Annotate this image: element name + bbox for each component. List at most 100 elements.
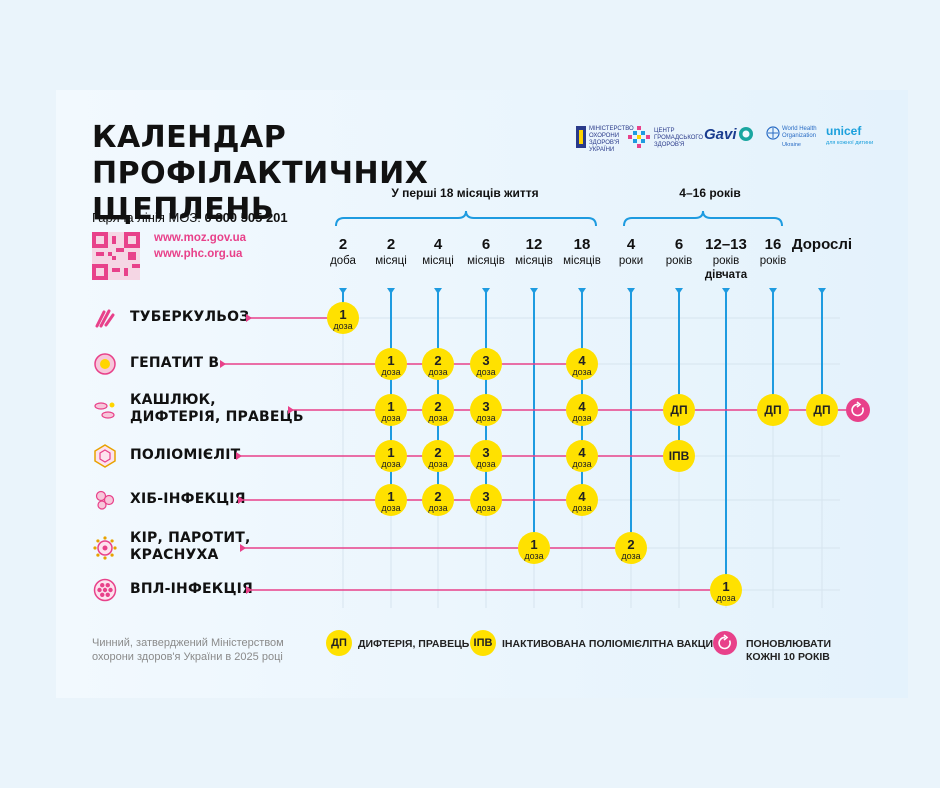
age-stem-arrow — [675, 288, 683, 294]
repeat-icon — [846, 398, 870, 422]
qr-code-icon — [92, 232, 140, 280]
age-unit: місяців — [515, 255, 553, 267]
booster-label: ДП — [670, 403, 687, 417]
dose-circle — [566, 348, 598, 380]
age-unit: місяці — [375, 255, 407, 267]
dose-number: 4 — [578, 489, 586, 504]
age-unit: років — [712, 255, 740, 267]
dose-number: 1 — [339, 307, 346, 322]
age-unit: місяців — [563, 255, 601, 267]
dose-number: 3 — [482, 445, 489, 460]
disease-label-line: КІР, ПАРОТИТ, — [130, 530, 251, 546]
brace-infancy — [335, 210, 597, 227]
age-header: 16 років — [743, 236, 803, 268]
moz-link[interactable]: www.moz.gov.ua — [154, 232, 247, 244]
age-number: 16 — [764, 236, 782, 253]
disease-label-line: ПОЛІОМІЄЛІТ — [130, 446, 241, 463]
booster-badge: ІПВ — [663, 440, 695, 472]
dose-circle — [375, 440, 407, 472]
disease-label-line: КРАСНУХА — [130, 547, 219, 563]
booster-label: ІПВ — [669, 449, 690, 463]
phc-link[interactable]: www.phc.org.ua — [154, 248, 243, 260]
dose-circle — [327, 302, 359, 334]
page-title: КАЛЕНДАР ПРОФІЛАКТИЧНИХ ЩЕПЛЕНЬ — [92, 120, 572, 228]
booster-label: ДП — [813, 403, 830, 417]
booster-badge: ДП — [663, 394, 695, 426]
age-header: 12 місяців — [504, 236, 564, 268]
age-number: 2 — [338, 236, 348, 253]
age-number: 6 — [481, 236, 491, 253]
dose-word: доза — [428, 459, 447, 469]
dose-circle — [375, 484, 407, 516]
hib-icon — [95, 490, 115, 510]
disease-label: ТУБЕРКУЛЬОЗ — [130, 309, 249, 326]
dose-number: 2 — [434, 489, 441, 504]
dose-word: доза — [572, 503, 591, 513]
timeline-start-arrow — [240, 544, 246, 552]
brace-children — [623, 210, 783, 227]
legend-repeat-text: ПОНОВЛЮВАТИ КОЖНІ 10 РОКІВ — [746, 638, 832, 663]
approval-note: Чинний, затверджений Міністерством охоро… — [92, 637, 284, 663]
age-header: 18 місяців — [552, 236, 612, 268]
dose-word: доза — [572, 413, 591, 423]
age-header: 12–13 років дівчата — [696, 236, 756, 282]
timeline-start-arrow — [236, 452, 242, 460]
age-stem-arrow — [387, 288, 395, 294]
dose-number: 1 — [387, 399, 394, 414]
dose-word: доза — [621, 551, 640, 561]
dose-word: доза — [524, 551, 543, 561]
dose-word: доза — [381, 503, 400, 513]
disease-label-line: ТУБЕРКУЛЬОЗ — [130, 308, 250, 325]
gavi-logo-text: Gavi — [704, 126, 737, 143]
age-number: 4 — [433, 236, 443, 253]
who-logo-text: World Health Organization — [782, 126, 817, 139]
dose-circle — [470, 394, 502, 426]
age-number: 2 — [386, 236, 396, 253]
dose-circle — [470, 348, 502, 380]
dose-word: доза — [476, 367, 495, 377]
timeline-start-arrow — [246, 314, 252, 322]
age-header: 4 роки — [601, 236, 661, 268]
calendar-card — [56, 90, 908, 698]
dose-circle — [422, 484, 454, 516]
age-unit: роки — [618, 255, 644, 267]
disease-label-line: ДИФТЕРІЯ, ПРАВЕЦЬ — [130, 409, 304, 425]
disease-label: ВПЛ-ІНФЕКЦІЯ — [130, 581, 253, 598]
dose-number: 4 — [578, 399, 586, 414]
unicef-logo: unicef для кожної дитини — [826, 124, 876, 150]
age-stem-arrow — [818, 288, 826, 294]
repeat-icon — [713, 631, 737, 655]
dose-number: 1 — [722, 579, 729, 594]
polio-icon — [94, 444, 116, 468]
phc-logo-text: ЦЕНТР ГРОМАДСЬКОГО ЗДОРОВ'Я — [654, 128, 703, 148]
title-line-2: ЩЕПЛЕНЬ — [92, 192, 275, 227]
unicef-logo-text: unicef — [826, 124, 862, 138]
age-stem-arrow — [769, 288, 777, 294]
dose-circle — [710, 574, 742, 606]
timeline-start-arrow — [220, 360, 226, 368]
tuberculosis-icon — [95, 309, 115, 328]
age-number: 4 — [626, 236, 636, 253]
disease-label: КІР, ПАРОТИТ, КРАСНУХА — [130, 530, 251, 564]
dose-word: доза — [716, 593, 735, 603]
dose-circle — [757, 394, 789, 426]
dose-word: доза — [572, 367, 591, 377]
legend-ipv-text: ІНАКТИВОВАНА ПОЛІОМІЄЛІТНА ВАКЦИНА — [502, 638, 729, 650]
age-unit: місяців — [467, 255, 505, 267]
dose-number: 1 — [530, 537, 537, 552]
gavi-logo-icon — [739, 127, 753, 141]
dose-circle — [566, 394, 598, 426]
who-logo: World Health Organization Ukraine — [766, 124, 818, 152]
dose-circle — [470, 484, 502, 516]
dose-word: доза — [381, 413, 400, 423]
dose-circle — [375, 394, 407, 426]
dose-number: 2 — [434, 353, 441, 368]
dose-circle — [663, 394, 695, 426]
age-stem-arrow — [434, 288, 442, 294]
timeline-start-arrow — [288, 406, 294, 414]
